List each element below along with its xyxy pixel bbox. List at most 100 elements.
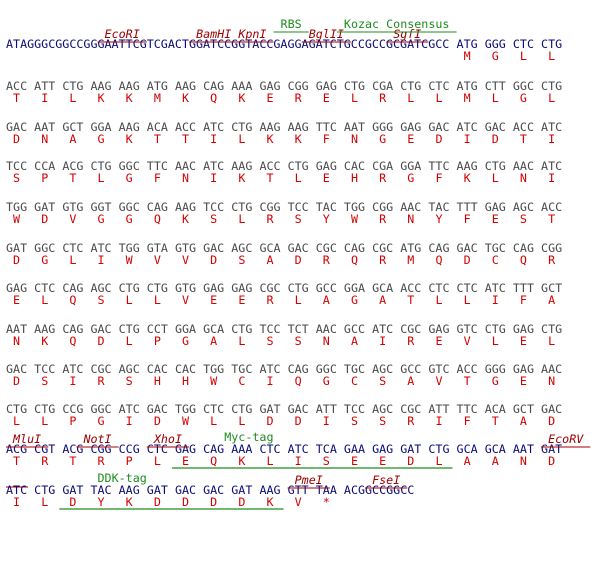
amino-acid: Q [69, 293, 76, 307]
codon: ATC [372, 322, 393, 336]
leader-sequence: ATAGGGCGGCCGGGAATTCGTCGACTGGATCCGGTACCGA… [6, 37, 449, 51]
amino-acid: W [13, 212, 21, 226]
amino-acid: T [548, 212, 555, 226]
amino-acid: D [238, 495, 245, 509]
amino-acid: V [295, 495, 302, 509]
restriction-site: KpnI [237, 27, 266, 41]
codon: AAG [175, 79, 196, 93]
amino-acid: E [520, 374, 527, 388]
codon: GTG [62, 200, 83, 214]
codon: TGC [344, 362, 365, 376]
codon: ACG [62, 159, 83, 173]
codon: CTG [541, 37, 562, 51]
amino-acid: E [266, 91, 273, 105]
codon: CTG [231, 120, 252, 134]
amino-acid: K [266, 132, 273, 146]
amino-acid: N [520, 454, 527, 468]
restriction-site: PmeI [295, 473, 323, 487]
amino-acid: R [407, 334, 415, 348]
amino-acid: A [407, 374, 414, 388]
codon: CCG [119, 442, 140, 456]
codon: GGC [316, 362, 337, 376]
codon: GAG [372, 442, 393, 456]
amino-acid: I [295, 454, 302, 468]
amino-acid: L [492, 91, 499, 105]
amino-acid: D [13, 253, 20, 267]
codon: AAC [513, 159, 534, 173]
amino-acid: Q [351, 253, 358, 267]
amino-acid: L [41, 293, 48, 307]
amino-acid: S [266, 334, 273, 348]
amino-acid: V [464, 334, 471, 348]
codon: GTA [147, 241, 168, 255]
codon: CGA [372, 159, 393, 173]
codon: ATT [316, 402, 337, 416]
codon: CAG [513, 241, 534, 255]
codon: AAT [34, 120, 55, 134]
codon: TAA [316, 483, 337, 497]
amino-acid: K [126, 91, 133, 105]
codon: CGC [400, 322, 421, 336]
amino-acid: G [351, 293, 358, 307]
codon: GAG [485, 200, 506, 214]
amino-acid: E [323, 91, 330, 105]
amino-acid: N [520, 171, 527, 185]
amino-acid: G [492, 49, 499, 63]
amino-acid: L [266, 454, 273, 468]
trailer-sequence: ACGGCCGGCC [344, 483, 414, 497]
amino-acid: I [41, 91, 48, 105]
codon: GAC [203, 241, 224, 255]
codon: TTC [428, 159, 449, 173]
amino-acid: L [126, 334, 133, 348]
amino-acid: I [323, 414, 330, 428]
restriction-site: NotI [82, 432, 111, 446]
amino-acid: S [351, 414, 358, 428]
amino-acid: M [464, 49, 471, 63]
codon: GAC [6, 362, 27, 376]
amino-acid: N [407, 212, 414, 226]
amino-acid: G [323, 374, 330, 388]
amino-acid: A [464, 454, 471, 468]
codon: TCC [344, 402, 365, 416]
codon: GCA [372, 281, 393, 295]
codon: ATG [147, 79, 168, 93]
amino-acid: T [407, 293, 414, 307]
amino-acid: W [126, 253, 134, 267]
amino-acid: F [464, 212, 471, 226]
codon: GTG [175, 241, 196, 255]
codon: CGC [259, 281, 280, 295]
amino-acid: G [98, 132, 105, 146]
codon: GGG [485, 37, 506, 51]
amino-acid: P [126, 454, 133, 468]
codon: GAT [541, 442, 562, 456]
codon: CTG [485, 322, 506, 336]
codon: CAG [62, 322, 83, 336]
amino-acid: L [210, 414, 217, 428]
amino-acid: K [126, 495, 133, 509]
amino-acid: R [98, 374, 106, 388]
codon: TGG [344, 200, 365, 214]
codon: CTC [428, 79, 449, 93]
codon: CCG [62, 402, 83, 416]
amino-acid: K [238, 454, 245, 468]
amino-acid: E [492, 212, 499, 226]
amino-acid: T [520, 132, 527, 146]
amino-acid: A [351, 334, 358, 348]
amino-acid: L [548, 49, 555, 63]
codon: GGC [90, 402, 111, 416]
amino-acid: P [69, 414, 76, 428]
amino-acid: G [492, 374, 499, 388]
codon: ATC [203, 159, 224, 173]
amino-acid: S [238, 253, 245, 267]
amino-acid: V [182, 253, 189, 267]
codon: CAG [203, 79, 224, 93]
codon: CTC [457, 281, 478, 295]
amino-acid: I [464, 132, 471, 146]
restriction-site: FseI [372, 473, 400, 487]
codon: CGT [34, 442, 55, 456]
amino-acid: V [182, 293, 189, 307]
amino-acid: K [41, 334, 48, 348]
amino-acid: M [464, 91, 471, 105]
amino-acid: D [548, 454, 555, 468]
amino-acid: L [126, 293, 133, 307]
